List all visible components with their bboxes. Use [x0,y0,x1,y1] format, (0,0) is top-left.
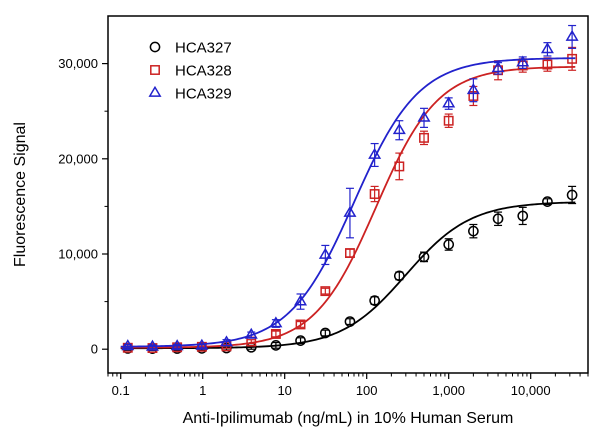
x-tick-label: 1,000 [432,383,465,398]
data-point [269,316,283,328]
data-point [542,196,553,207]
data-point [295,335,306,346]
data-point [145,339,159,351]
data-point [517,210,529,222]
y-tick-label: 20,000 [58,151,98,166]
data-point [320,286,331,297]
series-HCA329 [120,24,579,351]
data-point [295,319,306,330]
data-point [393,270,405,282]
data-point [150,65,160,75]
data-point [392,123,406,135]
data-point [368,147,382,159]
data-point [443,115,454,126]
data-point [516,55,530,67]
plot-frame [107,15,589,374]
x-tick-label: 1 [199,383,206,398]
plot-area [120,24,579,354]
x-axis-label: Anti-Ipilimumab (ng/mL) in 10% Human Ser… [183,410,514,427]
data-point [492,213,504,225]
data-point [294,294,308,306]
x-tick-label: 10,000 [511,383,551,398]
legend-label: HCA327 [175,40,232,57]
data-point [566,189,578,201]
data-point [244,327,258,339]
data-point [491,61,505,73]
x-tick-label: 100 [356,383,378,398]
data-point [270,340,282,351]
data-point [418,251,430,263]
data-point [369,295,380,306]
data-point [270,329,281,339]
data-point [344,316,356,327]
data-point [443,239,455,250]
data-point [343,205,357,217]
data-point [442,96,456,108]
data-point [468,225,479,237]
legend: HCA327 HCA328 HCA329 [148,40,232,103]
data-point [319,327,331,339]
data-point [148,85,162,97]
data-point [345,248,355,258]
data-point [318,247,332,259]
data-point [417,110,431,122]
x-tick-label: 0.1 [112,383,130,398]
axes: 0.1 1 10 100 1,000 10,000 0 10,000 20,000 30,000 [58,56,589,398]
data-point [121,339,135,351]
data-point [419,132,429,143]
data-point [542,59,553,70]
data-point [540,42,554,54]
data-point [369,189,380,199]
data-point [466,83,480,95]
x-tick-label: 10 [277,383,291,398]
y-axis-label: Fluorescence Signal [12,122,29,267]
data-point [170,339,184,351]
legend-label: HCA328 [175,63,232,80]
data-point [195,338,209,350]
y-tick-label: 30,000 [58,56,98,71]
y-tick-label: 0 [91,342,98,357]
data-point [149,41,161,53]
data-point [565,29,579,41]
data-point [219,335,233,347]
legend-label: HCA329 [175,86,232,103]
y-tick-label: 10,000 [58,247,98,262]
data-point [394,161,405,172]
